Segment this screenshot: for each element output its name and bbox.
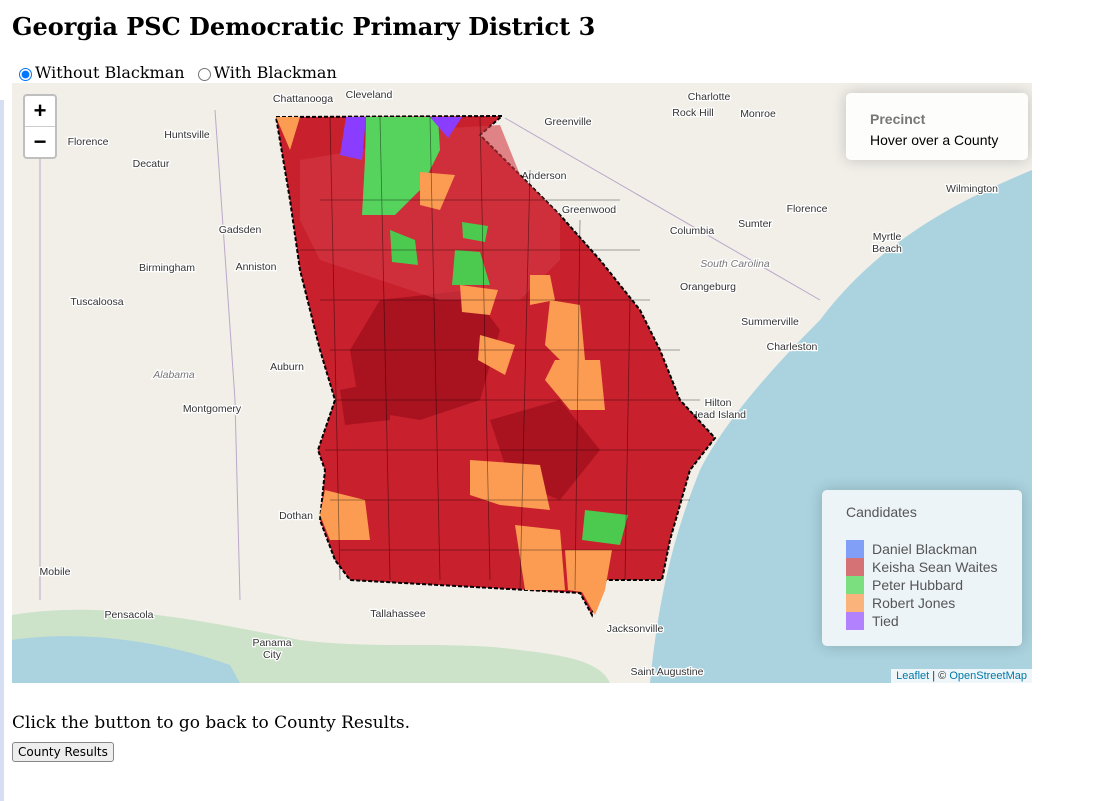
legend-label: Peter Hubbard: [872, 577, 964, 593]
info-box: Precinct Hover over a County: [846, 93, 1028, 160]
place-label: Cleveland: [346, 89, 393, 101]
state-border: [39, 109, 821, 601]
gulf: [12, 636, 240, 683]
county-group: [276, 117, 612, 615]
edge-bar: [0, 100, 4, 801]
place-label: South Carolina: [700, 258, 770, 270]
leaflet-link[interactable]: Leaflet: [896, 670, 930, 682]
attribution-sep: | ©: [932, 670, 947, 682]
county-border: [300, 116, 700, 591]
place-label: Saint Augustine: [631, 666, 704, 678]
footer-text: Click the button to go back to County Re…: [12, 713, 411, 733]
legend-swatch: [846, 558, 864, 576]
place-label: Huntsville: [164, 129, 210, 141]
legend-item: Robert Jones: [846, 594, 1022, 612]
attribution: Leaflet | © OpenStreetMap: [891, 669, 1032, 683]
place-label: Wilmington: [946, 183, 998, 195]
place-label: Jacksonville: [607, 623, 664, 635]
legend-label: Keisha Sean Waites: [872, 559, 998, 575]
legend-item: Keisha Sean Waites: [846, 558, 1022, 576]
legend-label: Robert Jones: [872, 595, 956, 611]
place-label: Orangeburg: [680, 281, 736, 293]
place-label: Mobile: [40, 566, 71, 578]
georgia: [274, 114, 717, 618]
legend-label: Daniel Blackman: [872, 541, 978, 557]
map[interactable]: Chattanooga Cleveland Charlotte Rock Hill Mo…: [12, 83, 1032, 683]
place-label: Sumter: [738, 218, 772, 230]
place-label: Rock Hill: [672, 107, 713, 119]
legend-item: Daniel Blackman: [846, 540, 1022, 558]
place-label: Dothan: [279, 510, 313, 522]
place-label: Decatur: [133, 158, 170, 170]
legend-title: Candidates: [846, 504, 917, 520]
osm-link[interactable]: OpenStreetMap: [949, 670, 1027, 682]
legend-label: Tied: [872, 613, 899, 629]
place-label: Tuscaloosa: [70, 296, 123, 308]
place-label: Panama: [252, 637, 291, 649]
place-label: Columbia: [670, 225, 715, 237]
zoom-control: + −: [23, 94, 57, 159]
legend-swatch: [846, 594, 864, 612]
county-group: [340, 290, 600, 500]
place-label: Pensacola: [104, 609, 153, 621]
place-label: Beach: [872, 243, 902, 255]
legend-item: Tied: [846, 612, 1022, 630]
place-label: Hilton: [705, 397, 732, 409]
legend: Candidates Daniel Blackman Keisha Sean Wa…: [822, 490, 1022, 646]
legend-item: Peter Hubbard: [846, 576, 1022, 594]
option-label[interactable]: With Blackman: [213, 63, 337, 82]
place-label: Florence: [787, 203, 828, 215]
place-label: Anderson: [522, 170, 567, 182]
place-label: Alabama: [152, 369, 195, 381]
radio[interactable]: [197, 67, 211, 81]
place-label: Gadsden: [219, 224, 262, 236]
place-label: Chattanooga: [273, 93, 333, 105]
info-title: Precinct: [870, 111, 926, 127]
options: Without Blackman With Blackman: [14, 63, 345, 82]
place-label: Montgomery: [183, 403, 242, 415]
page-title: Georgia PSC Democratic Primary District …: [12, 12, 596, 41]
option-label[interactable]: Without Blackman: [35, 63, 185, 82]
map-canvas: Chattanooga Cleveland Charlotte Rock Hill Mo…: [12, 83, 1032, 683]
radio[interactable]: [19, 67, 32, 81]
legend-swatch: [846, 540, 864, 558]
place-label: Birmingham: [139, 262, 195, 274]
legend-swatch: [846, 612, 864, 630]
place-label: Monroe: [740, 108, 776, 120]
county-results-button[interactable]: County Results: [12, 742, 114, 762]
zoom-out[interactable]: −: [33, 129, 47, 154]
place-label: Myrtle: [873, 231, 902, 243]
county-group: [340, 117, 462, 160]
county-group: [390, 222, 628, 545]
place-label: Greenwood: [562, 204, 616, 216]
place-label: Auburn: [270, 361, 304, 373]
place-label: Charlotte: [688, 91, 731, 103]
place-label: Florence: [68, 136, 109, 148]
place-label: Anniston: [236, 261, 277, 273]
info-text: Hover over a County: [870, 132, 999, 148]
place-label: Tallahassee: [370, 608, 426, 620]
place-label: Summerville: [741, 316, 799, 328]
legend-swatch: [846, 576, 864, 594]
zoom-in[interactable]: +: [25, 96, 55, 127]
place-label: Greenville: [544, 116, 591, 128]
place-label: Head Island: [690, 409, 746, 421]
place-label: City: [263, 649, 282, 661]
place-label: Charleston: [767, 341, 818, 353]
county-group: [362, 117, 440, 215]
